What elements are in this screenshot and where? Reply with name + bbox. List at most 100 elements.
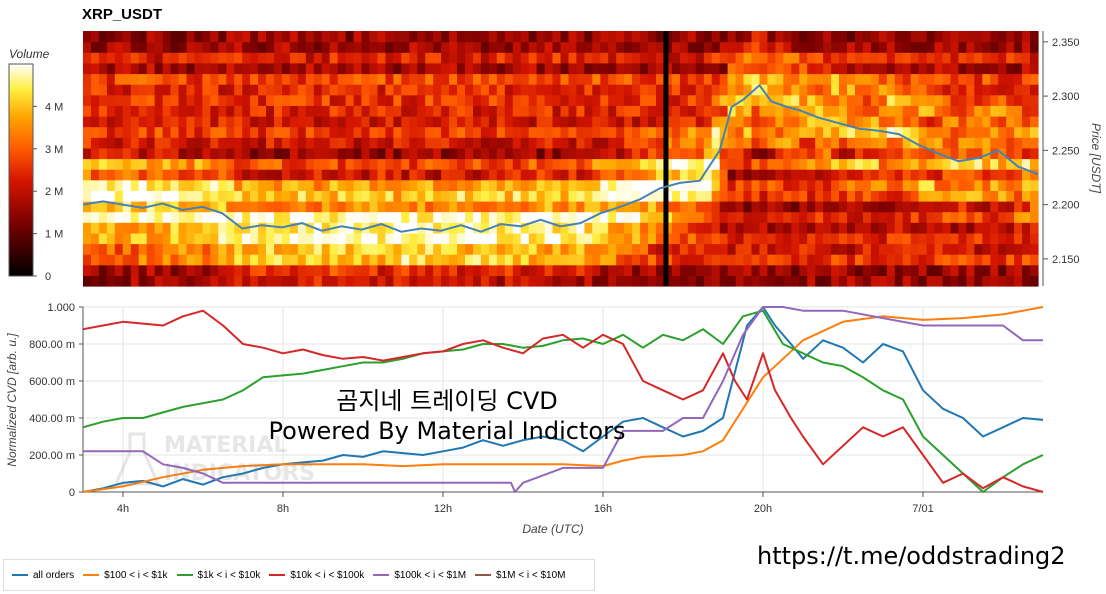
heatmap-cell (671, 52, 681, 64)
heatmap-cell (186, 264, 196, 276)
heatmap-cell (1030, 62, 1039, 75)
heatmap-cell (186, 62, 196, 75)
heatmap-cell (114, 232, 124, 245)
cvd-series-line (82, 309, 1044, 493)
heatmap-cell (449, 94, 458, 106)
heatmap-cell (974, 222, 983, 234)
heatmap-cell (258, 147, 267, 160)
heatmap-cell (640, 94, 649, 106)
heatmap-cell (114, 62, 124, 75)
heatmap-cell (544, 190, 554, 202)
heatmap-cell (504, 137, 514, 149)
heatmap-cell (377, 73, 387, 85)
heatmap-cell (544, 179, 554, 191)
heatmap-cell (1014, 84, 1023, 96)
heatmap-cell (417, 201, 426, 213)
heatmap-cell (799, 232, 808, 245)
heatmap-cell (823, 147, 832, 160)
heatmap-cell (823, 73, 832, 85)
heatmap-cell (584, 264, 593, 276)
heatmap-cell (679, 84, 689, 96)
legend-item[interactable]: $100 < i < $1k (83, 570, 168, 581)
heatmap-cell (226, 126, 235, 138)
heatmap-cell (154, 73, 164, 85)
heatmap-cell (703, 158, 713, 170)
heatmap-cell (536, 222, 546, 234)
heatmap-cell (321, 211, 331, 223)
heatmap-cell (289, 211, 299, 223)
heatmap-cell (83, 190, 92, 202)
heatmap-cell (520, 201, 530, 213)
heatmap-cell (640, 41, 649, 53)
heatmap-cell (759, 52, 769, 64)
heatmap-cell (958, 201, 967, 213)
heatmap-cell (488, 94, 498, 106)
heatmap-cell (528, 169, 538, 181)
heatmap-cell (226, 169, 235, 181)
heatmap-cell (687, 147, 697, 160)
heatmap-cell (202, 243, 211, 255)
heatmap-cell (671, 105, 681, 117)
heatmap-cell (345, 232, 355, 245)
heatmap-cell (870, 137, 880, 149)
heatmap-cell (862, 254, 872, 266)
heatmap-cell (162, 116, 172, 128)
heatmap-cell (425, 254, 434, 266)
heatmap-cell (480, 254, 490, 266)
heatmap-cell (902, 31, 912, 43)
heatmap-cell (282, 169, 291, 181)
legend-item[interactable]: $1M < i < $10M (475, 570, 566, 581)
heatmap-cell (671, 62, 681, 75)
heatmap-cell (433, 52, 442, 64)
heatmap-cell (719, 147, 729, 160)
heatmap-cell (815, 41, 824, 53)
heatmap-cell (735, 84, 745, 96)
heatmap-cell (656, 179, 665, 191)
heatmap-cell (671, 41, 681, 53)
heatmap-cell (703, 201, 713, 213)
heatmap-cell (329, 211, 339, 223)
heatmap-cell (624, 169, 633, 181)
heatmap-cell (671, 126, 681, 138)
heatmap-cell (648, 94, 657, 106)
heatmap-cell (417, 264, 426, 276)
heatmap-cell (974, 190, 983, 202)
heatmap-cell (194, 190, 203, 202)
heatmap-cell (942, 84, 952, 96)
heatmap-cell (337, 222, 347, 234)
heatmap-cell (186, 126, 196, 138)
heatmap-cell (520, 137, 530, 149)
heatmap-cell (258, 169, 267, 181)
cvd-series-line (82, 306, 1044, 493)
telegram-link[interactable]: https://t.me/oddstrading2 (757, 542, 1066, 570)
legend-item[interactable]: all orders (12, 570, 74, 581)
heatmap-cell (377, 116, 387, 128)
heatmap-cell (799, 190, 808, 202)
heatmap-cell (488, 62, 498, 75)
heatmap-cell (894, 137, 904, 149)
heatmap-cell (496, 126, 506, 138)
heatmap-cell (393, 275, 402, 287)
heatmap-cell (958, 84, 967, 96)
heatmap-cell (560, 94, 570, 106)
heatmap-cell (194, 41, 203, 53)
heatmap-cell (385, 84, 394, 96)
heatmap-cell (146, 147, 156, 160)
heatmap-cell (289, 254, 299, 266)
heatmap-cell (297, 62, 307, 75)
heatmap-cell (480, 169, 490, 181)
heatmap-cell (767, 179, 776, 191)
heatmap-cell (544, 84, 554, 96)
heatmap-cell (106, 158, 116, 170)
legend-item[interactable]: $10k < i < $100k (269, 570, 364, 581)
heatmap-cell (83, 275, 92, 287)
heatmap-cell (250, 211, 259, 223)
heatmap-cell (1014, 264, 1023, 276)
heatmap-cell (130, 222, 140, 234)
heatmap-cell (465, 105, 474, 117)
legend-item[interactable]: $100k < i < $1M (373, 570, 466, 581)
heatmap-cell (520, 52, 530, 64)
heatmap-cell (687, 84, 697, 96)
heatmap-cell (775, 116, 784, 128)
legend-item[interactable]: $1k < i < $10k (176, 570, 260, 581)
